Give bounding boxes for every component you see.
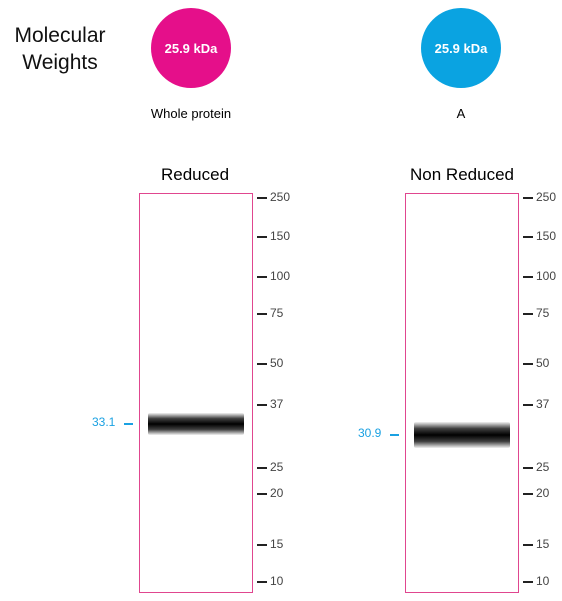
ladder-label: 37 [536,397,550,411]
ladder-label: 250 [270,190,291,204]
ladder-tick [257,197,267,199]
ladder-tick [523,276,533,278]
ladder-label: 25 [536,460,550,474]
ladder-tick [523,404,533,406]
ladder-label: 100 [270,269,291,283]
ladder-label: 37 [270,397,284,411]
ladder-tick [257,467,267,469]
reduced-band-value: 33.1 [92,414,116,429]
ladder-label: 75 [536,306,550,320]
reduced-band [148,412,244,435]
ladder-tick [523,236,533,238]
ladder-tick [523,493,533,495]
reduced-lane [139,193,253,593]
title-line-2: Weights [22,51,98,74]
chain-a-weight-value: 25.9 kDa [434,40,488,56]
ladder-tick [257,544,267,546]
reduced-lane-title: Reduced [160,165,230,184]
ladder-label: 150 [536,229,557,243]
ladder-tick [523,197,533,199]
chain-a-weight-badge: 25.9 kDa [421,8,501,88]
ladder-tick [523,581,533,583]
ladder-label: 10 [270,574,284,588]
ladder-label: 15 [270,537,284,551]
molecular-weights-title: Molecular Weights [4,22,116,76]
ladder-label: 250 [536,190,557,204]
ladder-label: 100 [536,269,557,283]
ladder-label: 15 [536,537,550,551]
ladder-label: 50 [536,356,550,370]
chain-a-caption: A [456,106,466,121]
ladder-tick [257,363,267,365]
ladder-label: 25 [270,460,284,474]
ladder-tick [523,313,533,315]
non-reduced-band-value: 30.9 [358,425,382,440]
ladder-tick [257,313,267,315]
whole-protein-weight-value: 25.9 kDa [164,40,218,56]
ladder-tick [257,276,267,278]
ladder-tick [523,544,533,546]
ladder-label: 20 [270,486,284,500]
whole-protein-weight-badge: 25.9 kDa [151,8,231,88]
ladder-label: 20 [536,486,550,500]
non-reduced-band [414,421,510,448]
reduced-band-tick [124,422,133,425]
ladder-label: 50 [270,356,284,370]
ladder-label: 75 [270,306,284,320]
non-reduced-lane [405,193,519,593]
non-reduced-band-tick [390,433,399,436]
ladder-tick [257,493,267,495]
ladder-tick [257,404,267,406]
ladder-tick [523,363,533,365]
ladder-tick [257,581,267,583]
whole-protein-caption: Whole protein [150,106,232,121]
title-line-1: Molecular [14,24,106,47]
ladder-tick [523,467,533,469]
ladder-label: 10 [536,574,550,588]
ladder-label: 150 [270,229,291,243]
ladder-tick [257,236,267,238]
non-reduced-lane-title: Non Reduced [410,165,514,184]
